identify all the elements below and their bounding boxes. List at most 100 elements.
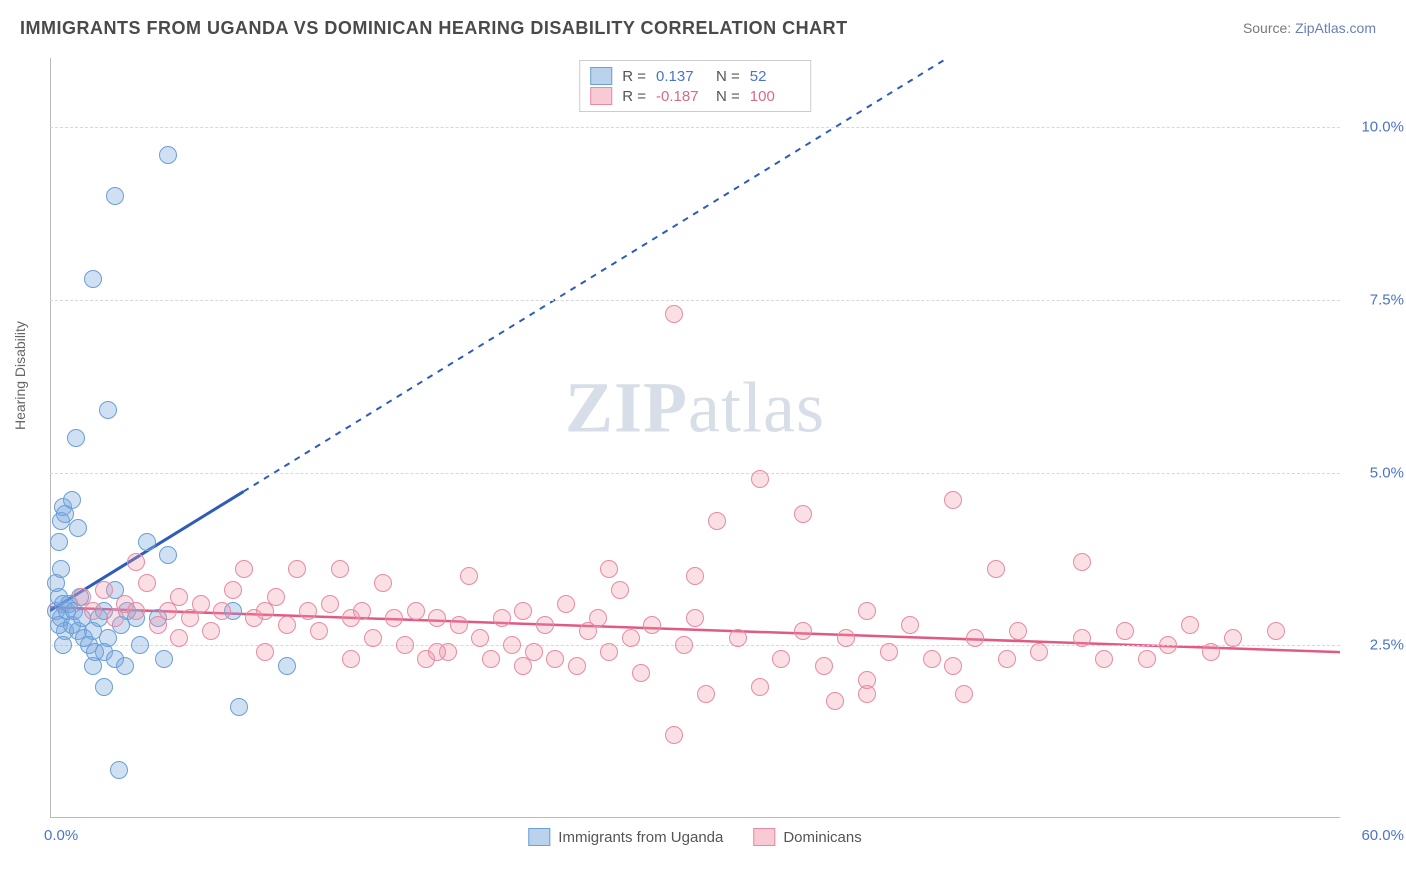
- n-value-blue: 52: [750, 68, 800, 85]
- data-point: [686, 609, 704, 627]
- data-point: [67, 429, 85, 447]
- data-point: [1095, 650, 1113, 668]
- data-point: [901, 616, 919, 634]
- data-point: [858, 602, 876, 620]
- source-link[interactable]: ZipAtlas.com: [1295, 20, 1376, 36]
- data-point: [364, 629, 382, 647]
- data-point: [826, 692, 844, 710]
- data-point: [1267, 622, 1285, 640]
- data-point: [686, 567, 704, 585]
- data-point: [95, 581, 113, 599]
- data-point: [1181, 616, 1199, 634]
- data-point: [331, 560, 349, 578]
- legend-entry-blue: Immigrants from Uganda: [528, 828, 723, 846]
- data-point: [460, 567, 478, 585]
- data-point: [396, 636, 414, 654]
- x-axis-min-label: 0.0%: [44, 827, 78, 844]
- data-point: [1009, 622, 1027, 640]
- swatch-pink: [753, 828, 775, 846]
- data-point: [155, 650, 173, 668]
- data-point: [407, 602, 425, 620]
- data-point: [514, 657, 532, 675]
- data-point: [751, 678, 769, 696]
- data-point: [321, 595, 339, 613]
- y-tick-label: 7.5%: [1370, 291, 1404, 308]
- data-point: [138, 533, 156, 551]
- data-point: [503, 636, 521, 654]
- data-point: [86, 643, 104, 661]
- data-point: [794, 622, 812, 640]
- source-attribution: Source: ZipAtlas.com: [1243, 20, 1376, 36]
- data-point: [267, 588, 285, 606]
- data-point: [880, 643, 898, 661]
- y-tick-label: 2.5%: [1370, 637, 1404, 654]
- data-point: [987, 560, 1005, 578]
- data-point: [1159, 636, 1177, 654]
- data-point: [127, 602, 145, 620]
- swatch-blue: [528, 828, 550, 846]
- data-point: [69, 519, 87, 537]
- x-axis-line: [50, 817, 1340, 818]
- swatch-blue: [590, 67, 612, 85]
- data-point: [52, 560, 70, 578]
- n-label: N =: [716, 88, 740, 105]
- data-point: [751, 470, 769, 488]
- data-point: [235, 560, 253, 578]
- data-point: [278, 616, 296, 634]
- scatter-chart: ZIPatlas R = 0.137 N = 52 R = -0.187 N =…: [50, 58, 1340, 818]
- legend-row-pink: R = -0.187 N = 100: [590, 87, 800, 105]
- data-point: [342, 650, 360, 668]
- data-point: [450, 616, 468, 634]
- data-point: [138, 574, 156, 592]
- data-point: [632, 664, 650, 682]
- data-point: [299, 602, 317, 620]
- data-point: [84, 602, 102, 620]
- data-point: [611, 581, 629, 599]
- data-point: [131, 636, 149, 654]
- chart-title: IMMIGRANTS FROM UGANDA VS DOMINICAN HEAR…: [20, 18, 848, 39]
- data-point: [99, 401, 117, 419]
- data-point: [944, 657, 962, 675]
- watermark-zip: ZIP: [565, 367, 688, 447]
- data-point: [170, 629, 188, 647]
- watermark-atlas: atlas: [688, 367, 825, 447]
- data-point: [729, 629, 747, 647]
- data-point: [224, 581, 242, 599]
- data-point: [966, 629, 984, 647]
- data-point: [106, 187, 124, 205]
- data-point: [170, 588, 188, 606]
- data-point: [288, 560, 306, 578]
- grid-line: [50, 473, 1340, 474]
- data-point: [56, 505, 74, 523]
- data-point: [1224, 629, 1242, 647]
- data-point: [310, 622, 328, 640]
- data-point: [998, 650, 1016, 668]
- data-point: [708, 512, 726, 530]
- data-point: [955, 685, 973, 703]
- data-point: [858, 671, 876, 689]
- data-point: [385, 609, 403, 627]
- data-point: [471, 629, 489, 647]
- legend-entry-pink: Dominicans: [753, 828, 861, 846]
- data-point: [256, 643, 274, 661]
- legend-label-blue: Immigrants from Uganda: [558, 829, 723, 846]
- data-point: [536, 616, 554, 634]
- data-point: [665, 726, 683, 744]
- data-point: [116, 657, 134, 675]
- data-point: [428, 609, 446, 627]
- data-point: [428, 643, 446, 661]
- data-point: [159, 546, 177, 564]
- data-point: [600, 643, 618, 661]
- data-point: [1116, 622, 1134, 640]
- data-point: [50, 533, 68, 551]
- data-point: [665, 305, 683, 323]
- data-point: [546, 650, 564, 668]
- data-point: [944, 491, 962, 509]
- data-point: [557, 595, 575, 613]
- data-point: [1073, 629, 1091, 647]
- data-point: [1138, 650, 1156, 668]
- data-point: [794, 505, 812, 523]
- data-point: [493, 609, 511, 627]
- data-point: [159, 146, 177, 164]
- grid-line: [50, 645, 1340, 646]
